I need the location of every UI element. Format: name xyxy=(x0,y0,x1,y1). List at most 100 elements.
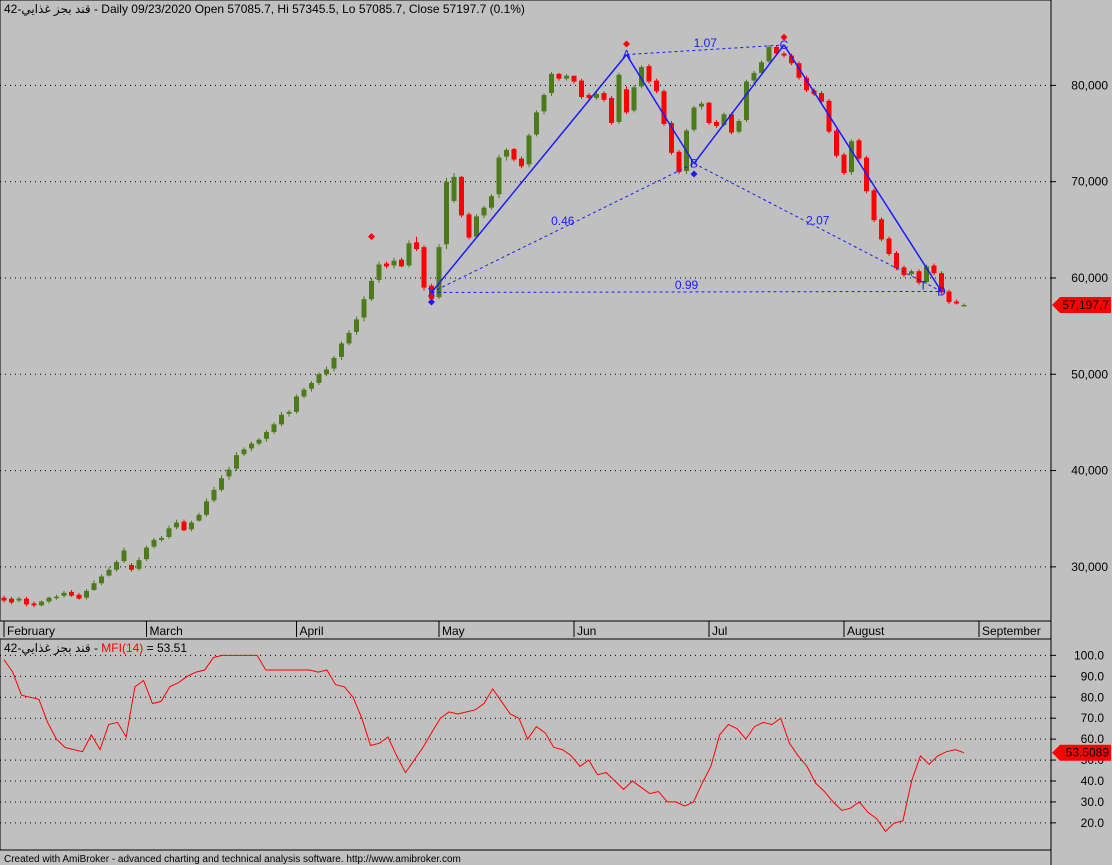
candle-down xyxy=(69,591,74,596)
candle-down xyxy=(954,301,959,304)
candle-up xyxy=(474,216,479,237)
candle-down xyxy=(886,238,892,254)
price-tick-label: 60,000 xyxy=(1071,271,1108,285)
candle-down xyxy=(774,46,779,54)
candle-down xyxy=(1,597,7,601)
mfi-series-name: MFI(14) xyxy=(101,641,143,655)
candle-up xyxy=(444,181,449,245)
candle-up xyxy=(196,514,202,521)
candle-down xyxy=(879,219,884,240)
month-label: May xyxy=(442,624,465,638)
candle-up xyxy=(54,596,59,599)
pattern-ratio-label: 2.07 xyxy=(806,213,830,227)
candle-down xyxy=(129,564,134,570)
month-labels: February March April May Jun Jul August Septemb… xyxy=(3,621,1041,638)
candle-down xyxy=(654,80,659,92)
candle-up xyxy=(849,141,854,173)
candle-down xyxy=(729,114,734,133)
price-tick-label: 40,000 xyxy=(1071,464,1108,478)
candle-up xyxy=(99,576,104,584)
candle-down xyxy=(661,91,667,124)
candle-up xyxy=(451,176,457,201)
month-label: Jun xyxy=(577,624,596,638)
candle-down xyxy=(856,140,862,159)
last-price-label: 57,197.7 xyxy=(1062,298,1109,312)
candle-down xyxy=(511,148,517,160)
candle-up xyxy=(301,389,307,397)
mfi-last-label: 53.5089 xyxy=(1066,746,1110,760)
mfi-current-value: 53.51 xyxy=(157,641,187,655)
symbol-name: 42-قند بجز غذايي xyxy=(4,2,91,17)
harmonic-pattern: 0.46 1.07 2.07 0.99 X A B C DT xyxy=(368,33,946,306)
pattern-point-label: A xyxy=(622,48,630,62)
pattern-marker xyxy=(690,170,698,178)
candle-down xyxy=(579,80,584,97)
candle-up xyxy=(226,469,232,477)
candle-up xyxy=(436,247,442,298)
pattern-leg xyxy=(430,54,628,293)
mfi-tick-label: 40.0 xyxy=(1081,774,1105,788)
candle-down xyxy=(571,75,577,82)
candle-down xyxy=(669,122,674,153)
candle-down xyxy=(519,158,524,167)
price-panel xyxy=(0,0,1052,622)
pattern-point-label: B xyxy=(690,156,698,170)
candle-up xyxy=(751,72,757,81)
candle-down xyxy=(676,151,682,173)
pattern-ratio-line xyxy=(431,290,942,293)
mfi-line xyxy=(3,654,965,833)
candle-down xyxy=(24,598,29,605)
candle-down xyxy=(9,598,14,603)
candle-down xyxy=(421,247,427,288)
candle-up xyxy=(639,67,644,87)
pattern-leg xyxy=(783,44,943,292)
mfi-tick-label: 70.0 xyxy=(1081,711,1105,725)
candle-up xyxy=(766,46,772,62)
pattern-extra-label: T xyxy=(920,278,928,292)
candle-down xyxy=(894,252,899,269)
mfi-tick-label: 20.0 xyxy=(1081,816,1105,830)
candle-up xyxy=(924,266,929,282)
candle-down xyxy=(384,263,389,267)
candle-up xyxy=(84,590,89,598)
candle-down xyxy=(841,154,847,174)
candle-up xyxy=(271,424,277,433)
last-price-tag xyxy=(1052,296,1111,313)
candle-up xyxy=(249,443,254,449)
candle-up xyxy=(324,369,329,375)
month-label: April xyxy=(300,624,324,638)
pattern-ratio-label: 1.07 xyxy=(694,36,718,50)
candle-down xyxy=(706,102,712,123)
candle-up xyxy=(346,332,352,344)
candle-down xyxy=(901,267,907,276)
candle-up xyxy=(174,522,179,528)
candle-up xyxy=(204,501,209,515)
candle-down xyxy=(939,273,944,293)
candle-up xyxy=(564,75,569,79)
candle-down xyxy=(609,97,614,123)
mfi-axis-ticks: 20.030.040.050.060.070.080.090.0100.053.… xyxy=(1051,648,1111,830)
month-label: February xyxy=(7,624,55,638)
candle-down xyxy=(834,130,839,156)
candle-up xyxy=(264,432,269,439)
candle-up xyxy=(46,597,52,602)
candle-up xyxy=(39,601,44,606)
candle-up xyxy=(369,280,374,300)
candle-up xyxy=(496,157,502,195)
candle-down xyxy=(414,242,419,250)
candle-down xyxy=(459,176,464,216)
mfi-tick-label: 60.0 xyxy=(1081,732,1105,746)
candle-down xyxy=(624,89,629,113)
pattern-ratio-label: 0.46 xyxy=(551,214,575,228)
candle-up xyxy=(106,569,112,576)
mfi-tick-label: 90.0 xyxy=(1081,669,1105,683)
pattern-leg xyxy=(625,54,695,164)
candle-up xyxy=(234,455,239,469)
mfi-tick-label: 80.0 xyxy=(1081,690,1105,704)
candle-down xyxy=(871,190,877,221)
candle-up xyxy=(909,271,914,275)
candle-down xyxy=(916,271,922,283)
candle-up xyxy=(211,489,217,501)
pattern-ratio-line xyxy=(693,162,942,292)
pattern-point-label: X xyxy=(427,285,435,299)
